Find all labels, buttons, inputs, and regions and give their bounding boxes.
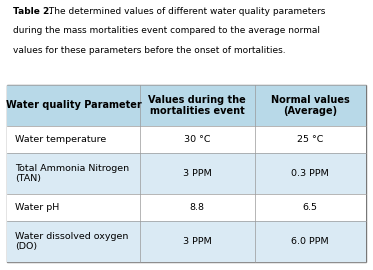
Text: 30 °C: 30 °C [184,135,210,144]
Bar [7,194,366,221]
Text: Normal values
(Average): Normal values (Average) [271,94,350,116]
Text: 0.3 PPM: 0.3 PPM [291,169,329,178]
Text: Water pH: Water pH [15,203,59,212]
Text: 3 PPM: 3 PPM [183,237,211,246]
Text: 6.0 PPM: 6.0 PPM [291,237,329,246]
Text: The determined values of different water quality parameters: The determined values of different water… [46,7,325,16]
Text: 8.8: 8.8 [190,203,205,212]
Text: 25 °C: 25 °C [297,135,323,144]
Bar [7,85,366,262]
Text: Water temperature: Water temperature [15,135,106,144]
Text: values for these parameters before the onset of mortalities.: values for these parameters before the o… [13,46,286,55]
Text: during the mass mortalities event compared to the average normal: during the mass mortalities event compar… [13,26,320,35]
Text: Total Ammonia Nitrogen
(TAN): Total Ammonia Nitrogen (TAN) [15,164,129,183]
Bar [7,153,366,194]
Bar [7,85,366,126]
Bar [7,221,366,262]
Text: Table 2.: Table 2. [13,7,53,16]
Text: 6.5: 6.5 [303,203,317,212]
Text: Water dissolved oxygen
(DO): Water dissolved oxygen (DO) [15,232,128,251]
Text: 3 PPM: 3 PPM [183,169,211,178]
Text: Values during the
mortalities event: Values during the mortalities event [148,94,246,116]
Text: Water quality Parameter: Water quality Parameter [6,100,142,110]
Bar [7,126,366,153]
